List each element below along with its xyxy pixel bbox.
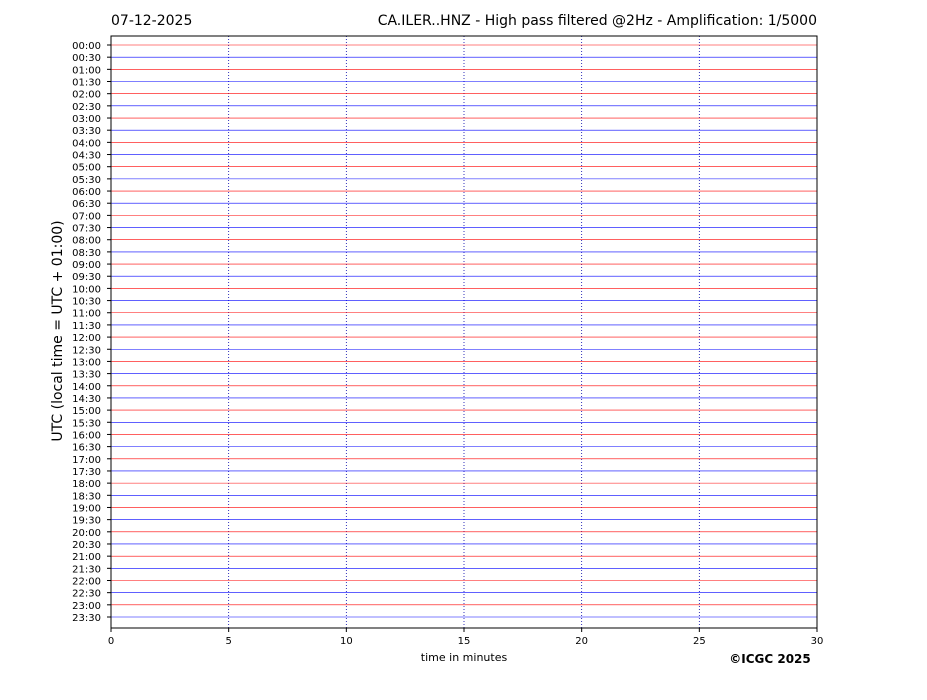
y-tick-label: 20:30: [72, 540, 101, 551]
y-tick-label: 13:30: [72, 370, 101, 381]
y-tick-label: 08:30: [72, 248, 101, 259]
y-tick-label: 11:30: [72, 321, 101, 332]
y-tick-label: 08:00: [72, 236, 101, 247]
y-tick-label: 04:30: [72, 151, 101, 162]
y-tick-label: 01:00: [72, 65, 101, 76]
x-tick-label: 15: [458, 636, 471, 647]
y-tick-label: 03:00: [72, 114, 101, 125]
y-tick-label: 13:00: [72, 357, 101, 368]
x-tick-label: 5: [225, 636, 231, 647]
y-tick-label: 14:30: [72, 394, 101, 405]
y-tick-label: 06:00: [72, 187, 101, 198]
y-tick-label: 17:30: [72, 467, 101, 478]
y-tick-label: 05:00: [72, 163, 101, 174]
y-tick-label: 02:30: [72, 102, 101, 113]
y-tick-label: 10:30: [72, 297, 101, 308]
y-tick-label: 12:30: [72, 345, 101, 356]
chart-date: 07-12-2025: [111, 13, 192, 29]
y-tick-label: 16:30: [72, 443, 101, 454]
y-tick-label: 23:00: [72, 601, 101, 612]
y-tick-label: 19:00: [72, 503, 101, 514]
y-tick-label: 17:00: [72, 455, 101, 466]
y-tick-label: 22:30: [72, 589, 101, 600]
y-tick-label: 21:30: [72, 564, 101, 575]
y-tick-label: 03:30: [72, 126, 101, 137]
y-tick-label: 07:00: [72, 211, 101, 222]
y-tick-label: 19:30: [72, 516, 101, 527]
y-tick-label: 18:00: [72, 479, 101, 490]
y-tick-label: 00:00: [72, 41, 101, 52]
x-tick-label: 30: [811, 636, 824, 647]
x-axis-label: time in minutes: [421, 651, 508, 664]
y-tick-label: 15:00: [72, 406, 101, 417]
y-axis-label: UTC (local time = UTC + 01:00): [50, 220, 66, 441]
y-tick-label: 09:00: [72, 260, 101, 271]
y-tick-label: 09:30: [72, 272, 101, 283]
y-tick-label: 22:00: [72, 576, 101, 587]
x-tick-label: 0: [108, 636, 114, 647]
y-tick-label: 06:30: [72, 199, 101, 210]
credit: ©ICGC 2025: [729, 652, 811, 666]
y-tick-label: 11:00: [72, 309, 101, 320]
y-tick-label: 02:00: [72, 90, 101, 101]
y-tick-label: 00:30: [72, 53, 101, 64]
y-tick-label: 20:00: [72, 528, 101, 539]
y-tick-label: 07:30: [72, 224, 101, 235]
y-tick-label: 18:30: [72, 491, 101, 502]
y-tick-label: 14:00: [72, 382, 101, 393]
y-tick-label: 12:00: [72, 333, 101, 344]
y-tick-label: 10:00: [72, 284, 101, 295]
y-tick-label: 05:30: [72, 175, 101, 186]
chart-title: CA.ILER..HNZ - High pass filtered @2Hz -…: [378, 13, 817, 29]
y-tick-label: 16:00: [72, 430, 101, 441]
x-tick-label: 10: [340, 636, 353, 647]
x-tick-label: 20: [575, 636, 588, 647]
y-tick-label: 21:00: [72, 552, 101, 563]
plot-frame: [110, 35, 818, 629]
y-tick-label: 15:30: [72, 418, 101, 429]
y-tick-label: 04:00: [72, 138, 101, 149]
y-tick-label: 23:30: [72, 613, 101, 624]
y-tick-label: 01:30: [72, 78, 101, 89]
x-tick-label: 25: [693, 636, 706, 647]
